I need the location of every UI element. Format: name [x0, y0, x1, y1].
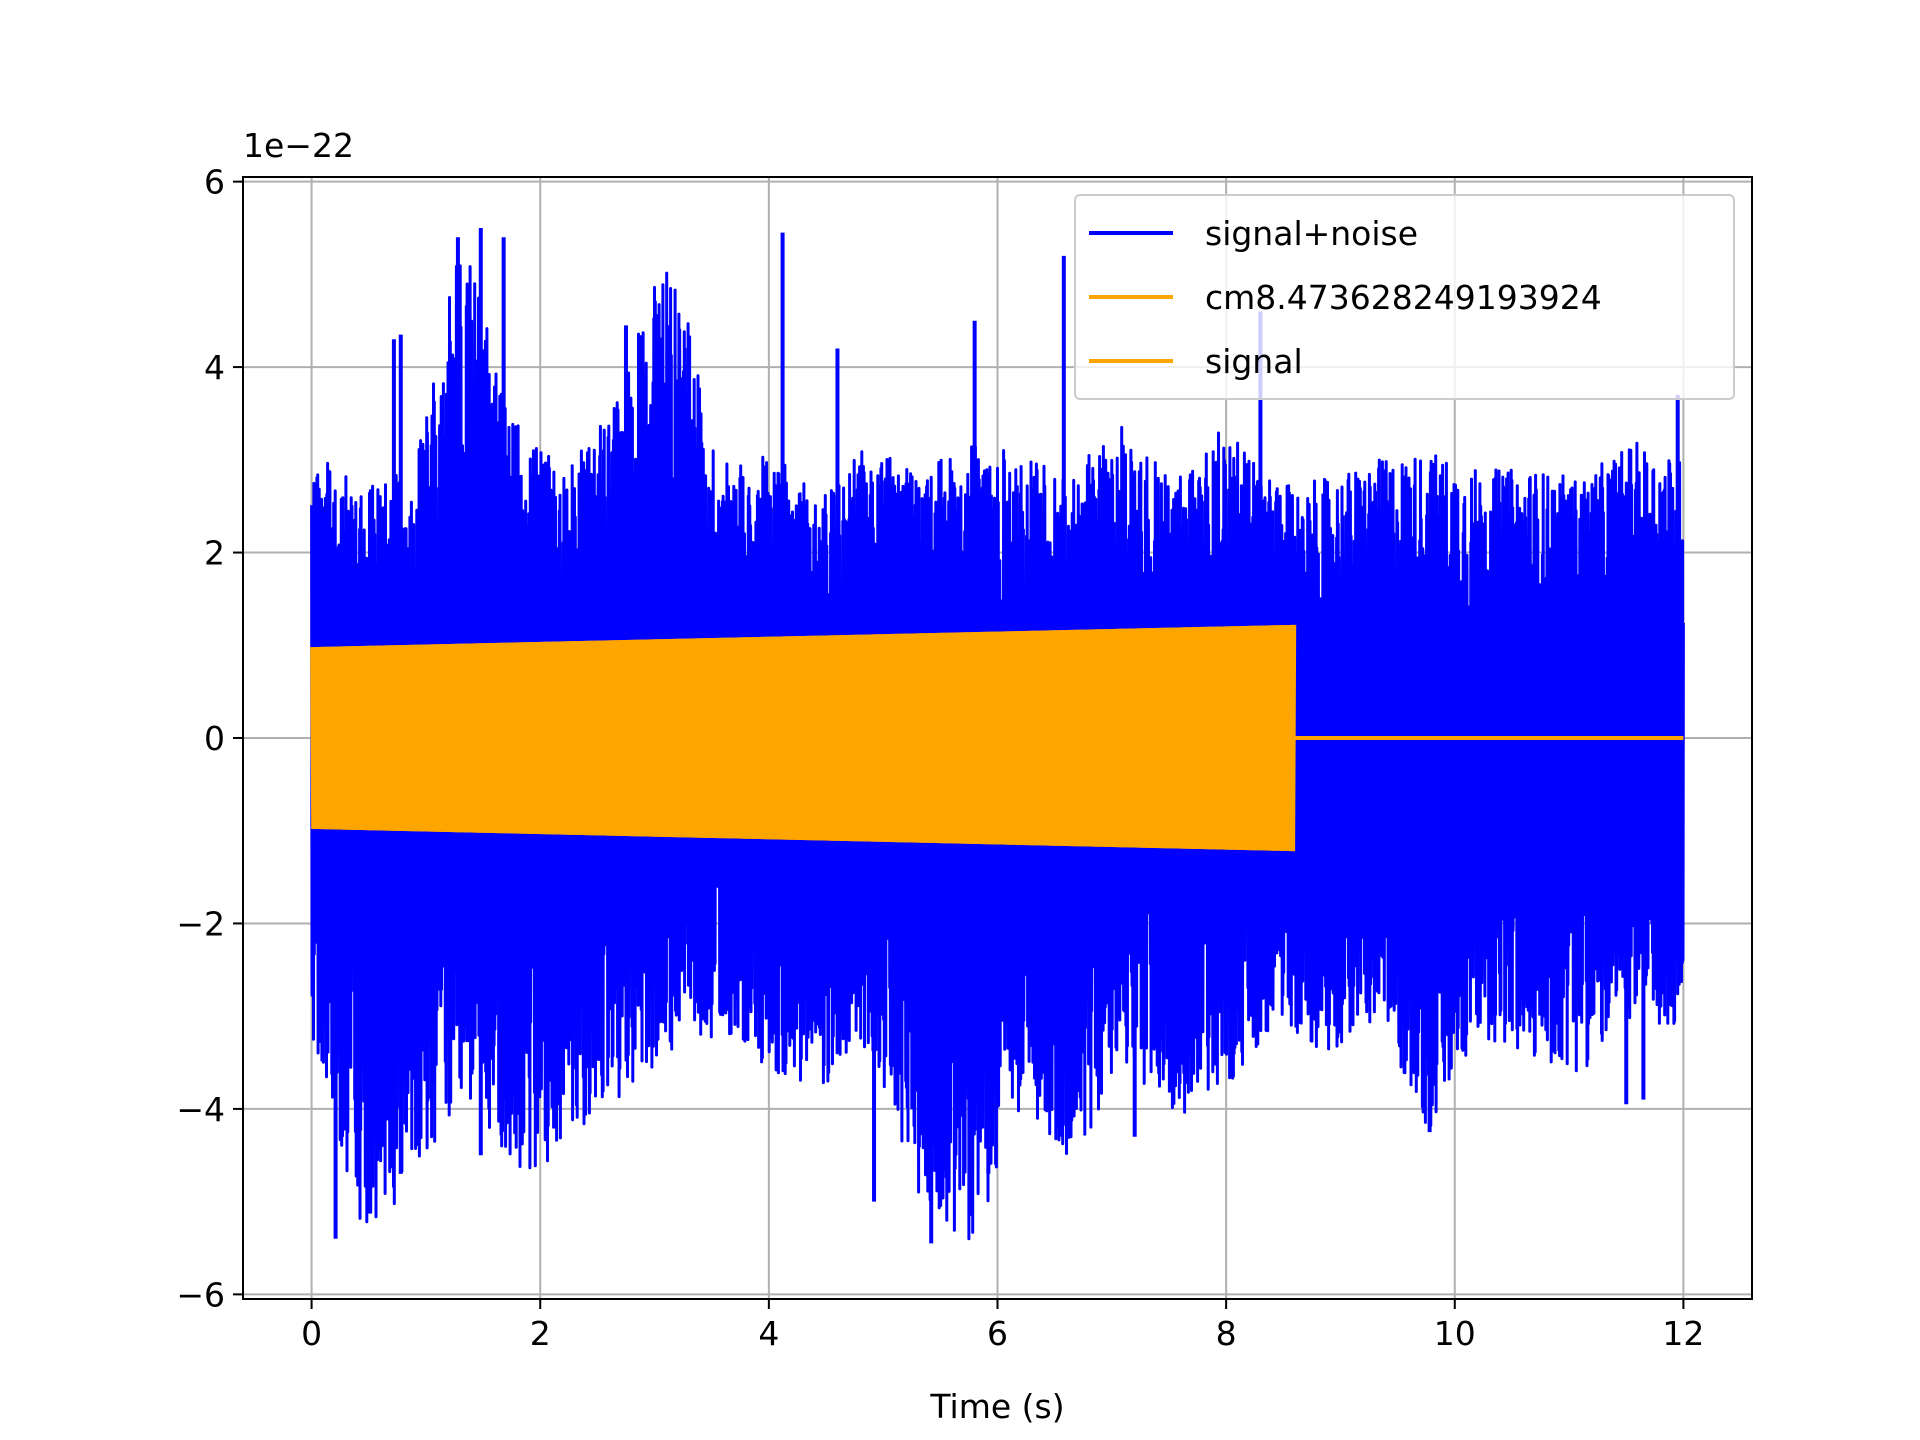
legend-label-signal: signal [1205, 342, 1303, 381]
plot-area [310, 228, 1685, 1244]
x-tick-label: 8 [1216, 1314, 1237, 1353]
y-tick-label: 4 [204, 348, 225, 387]
y-tick-label: −2 [176, 904, 225, 943]
series-signal-noise-line [310, 264, 1685, 1241]
x-axis-label: Time (s) [929, 1387, 1064, 1426]
legend-label-signal-noise: signal+noise [1205, 214, 1418, 253]
series-cm-fill [311, 624, 1295, 852]
y-tick-label: 6 [204, 163, 225, 202]
x-tick-label: 4 [758, 1314, 779, 1353]
x-tick-label: 6 [987, 1314, 1008, 1353]
x-tick-label: 2 [530, 1314, 551, 1353]
x-tick-label: 12 [1662, 1314, 1704, 1353]
x-tick-label: 0 [301, 1314, 322, 1353]
y-axis-ticks: −6 −4 −2 0 2 4 6 [176, 163, 243, 1314]
y-axis-offset-label: 1e−22 [243, 126, 354, 165]
legend-label-cm: cm8.473628249193924 [1205, 278, 1602, 317]
x-tick-label: 10 [1434, 1314, 1476, 1353]
x-axis-ticks: 0 2 4 6 8 10 12 [301, 1299, 1704, 1353]
y-tick-label: −6 [176, 1275, 225, 1314]
y-tick-label: 2 [204, 534, 225, 573]
y-tick-label: 0 [204, 719, 225, 758]
legend: signal+noise cm8.473628249193924 signal [1074, 194, 1735, 400]
y-tick-label: −4 [176, 1090, 225, 1129]
legend-box [1074, 194, 1735, 400]
